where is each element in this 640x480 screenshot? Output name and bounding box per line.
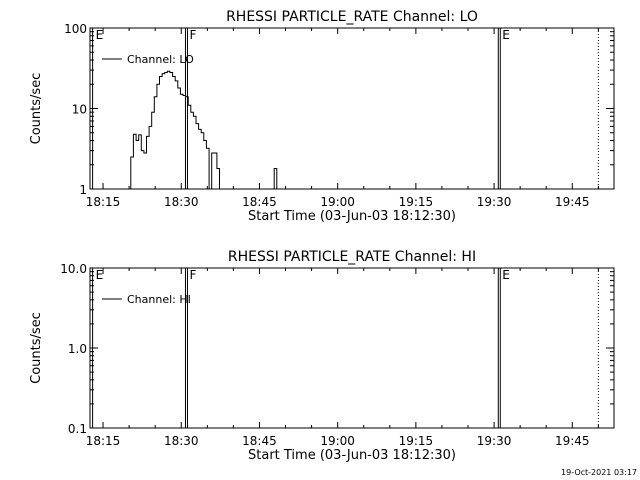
plot-frame (89, 267, 615, 429)
y-tick-label: 1 (79, 183, 87, 197)
legend-entry: Channel: HI (127, 293, 191, 306)
marker-label: E (502, 28, 510, 42)
x-tick-label: 18:30 (164, 195, 199, 209)
y-tick-label: 10 (72, 103, 87, 117)
x-tick-label: 19:00 (320, 195, 355, 209)
y-tick-label: 100 (64, 22, 87, 36)
legend-entry: Channel: LO (127, 53, 194, 66)
marker-label: E (96, 268, 104, 282)
marker-label: F (189, 268, 196, 282)
x-tick-label: 19:45 (555, 195, 590, 209)
y-axis-label: Counts/sec (29, 73, 44, 145)
x-tick-label: 18:30 (164, 434, 199, 448)
x-tick-label: 19:15 (399, 434, 434, 448)
y-tick-label: 10.0 (60, 262, 87, 276)
x-tick-label: 19:45 (555, 434, 590, 448)
marker-label: E (502, 268, 510, 282)
marker-label: F (189, 28, 196, 42)
y-axis-label: Counts/sec (29, 312, 44, 384)
x-tick-label: 19:00 (320, 434, 355, 448)
x-axis-label: Start Time (03-Jun-03 18:12:30) (248, 448, 456, 463)
y-tick-label: 0.1 (68, 422, 87, 436)
chart-title: RHESSI PARTICLE_RATE Channel: LO (226, 9, 478, 25)
x-tick-label: 18:45 (242, 434, 277, 448)
chart-panel-0: RHESSI PARTICLE_RATE Channel: LO 18:15 18:… (29, 9, 615, 224)
x-tick-label: 18:15 (86, 434, 121, 448)
x-tick-label: 18:15 (86, 195, 121, 209)
series-line-channel-lo (128, 70, 278, 189)
x-axis-label: Start Time (03-Jun-03 18:12:30) (248, 209, 456, 224)
marker-label: E (96, 28, 104, 42)
x-tick-label: 18:45 (242, 195, 277, 209)
x-tick-label: 19:30 (477, 195, 512, 209)
x-tick-label: 19:30 (477, 434, 512, 448)
chart-title: RHESSI PARTICLE_RATE Channel: HI (228, 249, 476, 265)
chart-panel-1: RHESSI PARTICLE_RATE Channel: HI 18:15 18:… (29, 249, 615, 463)
y-tick-label: 1.0 (68, 342, 87, 356)
footer-timestamp: 19-Oct-2021 03:17 (561, 468, 637, 477)
x-tick-label: 19:15 (399, 195, 434, 209)
